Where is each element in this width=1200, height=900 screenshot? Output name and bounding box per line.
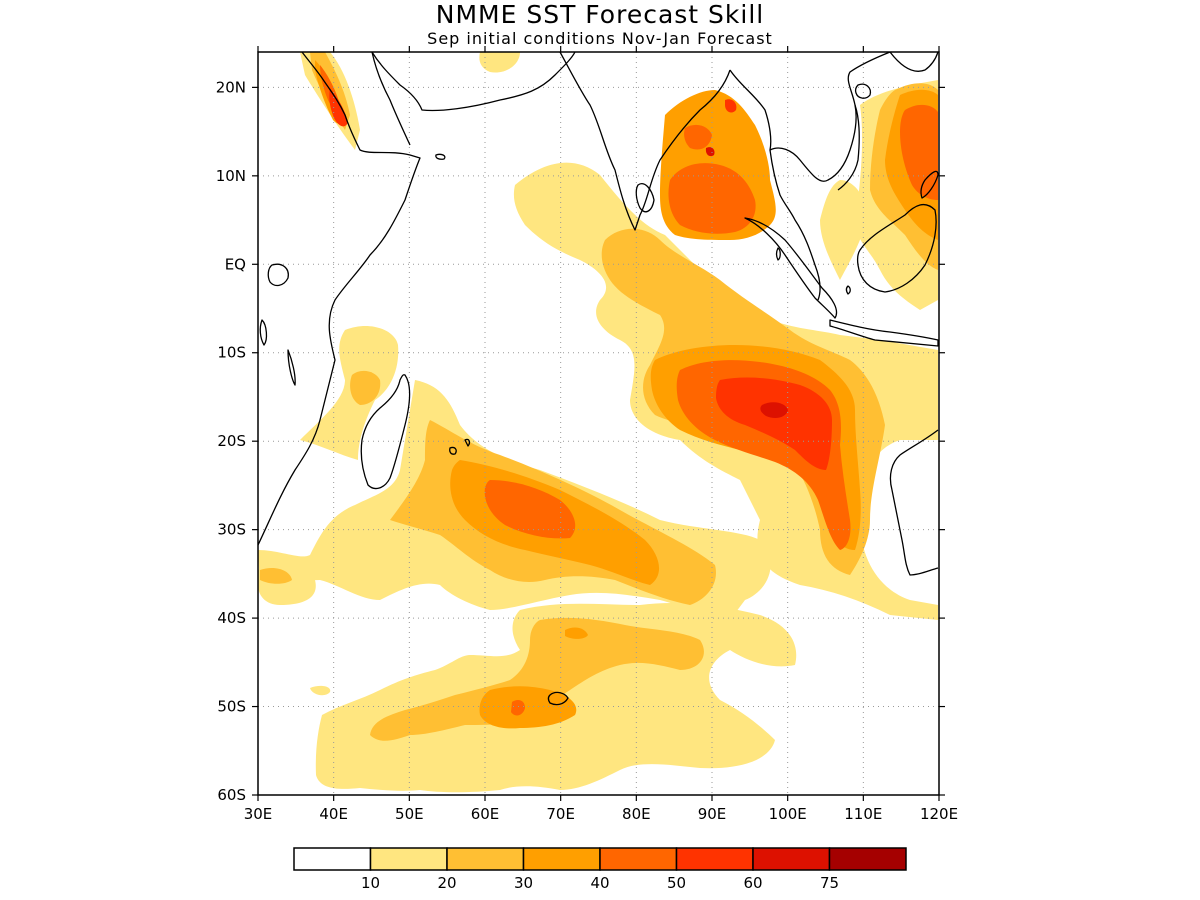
lon-tick-label: 30E [244, 805, 273, 823]
coastline-hainan [854, 83, 872, 99]
lon-tick-label: 90E [698, 805, 727, 823]
coastline-arabia [371, 52, 576, 112]
lat-tick-label: 50S [217, 698, 246, 716]
coastline-myanmar-malay [729, 69, 821, 301]
coastline-china-coast [889, 52, 939, 72]
coastline-africa-arabia [258, 52, 421, 546]
map-grid [258, 52, 939, 795]
lon-tick-label: 60E [471, 805, 500, 823]
lon-tick-label: 100E [769, 805, 807, 823]
lat-tick-label: 40S [217, 609, 246, 627]
lat-tick-label: 60S [217, 786, 246, 804]
coastline-andaman [775, 247, 781, 261]
colorbar-swatch [293, 847, 372, 871]
skill-shading [258, 52, 938, 793]
colorbar-label: 20 [437, 874, 456, 892]
colorbar-swatch [675, 847, 754, 871]
coastline-philippines [920, 170, 939, 199]
coastline-sumatra-islands [845, 285, 851, 295]
coastline-mauritius [449, 446, 457, 455]
colorbar-label: 10 [361, 874, 380, 892]
colorbar-swatch [446, 847, 525, 871]
coastline-socotra [435, 153, 446, 160]
lon-tick-label: 120E [920, 805, 958, 823]
coastline-indochina [837, 104, 860, 191]
lat-tick-label: 10N [216, 167, 246, 185]
coastline-sri-lanka [635, 183, 655, 213]
coastline-madagascar [360, 374, 411, 490]
lat-axis-labels: 20N 10N EQ 10S 20S 30S 40S 50S 60S [216, 78, 246, 804]
coastline-borneo [856, 203, 937, 293]
colorbar-label: 50 [667, 874, 686, 892]
plot-frame [257, 51, 940, 796]
colorbar-labels: 10 20 30 40 50 60 75 [361, 874, 839, 892]
colorbar-label: 30 [514, 874, 533, 892]
lat-tick-label: 20S [217, 432, 246, 450]
lat-tick-label: 30S [217, 521, 246, 539]
coastline-australia [889, 429, 939, 576]
coastline-sumatra [744, 217, 838, 319]
axis-ticks [252, 46, 945, 801]
coastline-reunion [464, 438, 471, 447]
colorbar-swatch [828, 847, 907, 871]
lon-tick-label: 110E [844, 805, 882, 823]
chart-title: NMME SST Forecast Skill [435, 0, 765, 29]
coastlines [258, 52, 939, 706]
colorbar-label: 40 [590, 874, 609, 892]
lon-tick-label: 80E [622, 805, 651, 823]
colorbar-swatch [522, 847, 601, 871]
colorbar-swatch [599, 847, 678, 871]
coastline-thailand [769, 52, 891, 182]
lon-axis-labels: 30E 40E 50E 60E 70E 80E 90E 100E 110E 120E [244, 805, 958, 823]
lat-tick-label: 10S [217, 344, 246, 362]
colorbar-swatch [369, 847, 448, 871]
lat-tick-label: 20N [216, 78, 246, 96]
coastline-india [559, 52, 731, 231]
colorbar-label: 75 [820, 874, 839, 892]
lon-tick-label: 40E [319, 805, 348, 823]
coastline-java [829, 319, 939, 347]
colorbar [293, 847, 907, 871]
skill-level-60-75 [705, 147, 788, 418]
chart-subtitle: Sep initial conditions Nov-Jan Forecast [427, 29, 773, 48]
lat-tick-label: EQ [225, 255, 246, 273]
coastline-kerguelen [547, 691, 569, 706]
lon-tick-label: 50E [395, 805, 424, 823]
colorbar-swatch [752, 847, 831, 871]
colorbar-label: 60 [743, 874, 762, 892]
lon-tick-label: 70E [546, 805, 575, 823]
coastline-comoros [287, 349, 296, 386]
coastline-somali-island [267, 263, 289, 287]
coastline-zanzibar [259, 319, 268, 346]
coastline-red-sea-east [371, 52, 411, 146]
